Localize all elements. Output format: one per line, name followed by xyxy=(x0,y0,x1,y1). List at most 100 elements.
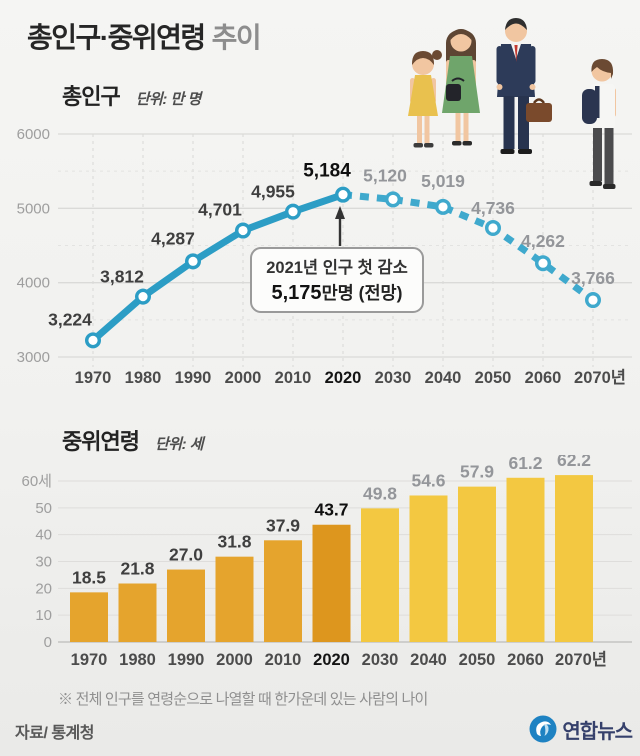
annotation-line2: 5,175만명 (전망) xyxy=(272,282,403,304)
line-xtick: 1970 xyxy=(75,369,112,387)
line-marker xyxy=(385,191,402,208)
page-title-main: 총인구·중위연령 xyxy=(27,22,206,53)
median-age-section-header: 중위연령 단위: 세 xyxy=(62,424,204,456)
line-marker xyxy=(285,203,302,220)
line-value-label: 5,120 xyxy=(363,165,407,185)
line-value-label: 4,287 xyxy=(151,228,195,248)
girl-figure-icon xyxy=(408,50,442,148)
bar-ytick: 50 xyxy=(35,500,52,517)
bar-ytick: 10 xyxy=(35,607,52,624)
annotation-callout: 2021년 인구 첫 감소 5,175만명 (전망) xyxy=(250,206,424,313)
bar-xtick: 2030 xyxy=(362,651,399,669)
line-value-label: 4,262 xyxy=(521,231,565,251)
news-brand: 연합뉴스 xyxy=(528,714,633,744)
businessman-figure-icon xyxy=(496,18,552,154)
bar-ytick: 0 xyxy=(44,634,52,651)
bar xyxy=(215,556,254,642)
bar-ytick: 60세 xyxy=(22,473,53,490)
bar-value-label: 43.7 xyxy=(314,500,348,520)
bar-value-label: 54.6 xyxy=(411,470,445,490)
line-value-label: 3,766 xyxy=(571,268,615,288)
line-series-actual xyxy=(89,191,347,344)
line-ytick: 3000 xyxy=(17,349,50,366)
line-xtick: 2050 xyxy=(475,369,512,387)
bar-ytick: 30 xyxy=(35,554,52,571)
line-series-forecast xyxy=(342,191,596,303)
line-marker xyxy=(585,292,602,309)
bar-value-label: 31.8 xyxy=(217,532,251,552)
bar-ytick: 40 xyxy=(35,527,52,544)
page-title-suffix: 추이 xyxy=(211,22,262,53)
line-marker xyxy=(435,198,452,215)
line-xtick: 2020 xyxy=(325,369,362,387)
line-value-label: 4,701 xyxy=(198,200,242,220)
bar xyxy=(506,477,545,642)
line-xtick: 1980 xyxy=(125,369,162,387)
bar-xtick: 2050 xyxy=(459,651,496,669)
bar-xtick: 2040 xyxy=(410,651,447,669)
bar xyxy=(361,508,399,642)
median-age-unit-label: 단위: 세 xyxy=(154,436,204,453)
yonhap-logo-icon xyxy=(529,715,557,743)
line-xtick: 2060 xyxy=(525,369,562,387)
line-marker xyxy=(485,219,502,236)
source-credit: 자료/ 통계청 xyxy=(15,725,95,742)
news-brand-text: 연합뉴스 xyxy=(562,720,633,743)
line-value-label: 3,812 xyxy=(100,267,144,287)
bar xyxy=(264,540,302,642)
bar xyxy=(312,524,351,642)
median-age-section-label: 중위연령 xyxy=(62,429,140,454)
bar xyxy=(409,495,448,642)
population-unit-label: 단위: 만 명 xyxy=(135,91,202,108)
bar-value-label: 62.2 xyxy=(557,455,591,470)
bar-value-label: 27.0 xyxy=(169,545,203,565)
bar-xtick: 2000 xyxy=(216,651,253,669)
line-ytick: 6000 xyxy=(17,126,50,143)
line-xtick: 2070년 xyxy=(574,368,626,387)
median-age-footnote: ※ 전체 인구를 연령순으로 나열할 때 한가운데 있는 사람의 나이 xyxy=(58,691,428,708)
bar xyxy=(70,592,108,642)
page-title: 총인구·중위연령 추이 xyxy=(27,16,262,56)
bar-value-label: 61.2 xyxy=(508,455,542,473)
line-value-label: 4,736 xyxy=(471,198,515,218)
line-marker xyxy=(134,288,151,305)
bar-ytick: 20 xyxy=(35,580,52,597)
line-ytick: 5000 xyxy=(17,200,50,217)
bar xyxy=(555,475,593,642)
bar-xtick: 1970 xyxy=(71,651,108,669)
bar xyxy=(458,486,496,642)
line-value-label: 4,955 xyxy=(251,182,295,202)
bar-xtick: 1990 xyxy=(168,651,205,669)
line-xtick: 2040 xyxy=(425,369,462,387)
bar-xtick: 2060 xyxy=(507,651,544,669)
line-value-label: 5,019 xyxy=(421,171,465,191)
line-xtick: 2030 xyxy=(375,369,412,387)
annotation-line1: 2021년 인구 첫 감소 xyxy=(266,257,408,277)
bar xyxy=(167,569,205,642)
line-marker xyxy=(234,222,251,239)
population-section-label: 총인구 xyxy=(62,84,121,109)
line-marker xyxy=(84,332,101,349)
bar-xtick: 2010 xyxy=(265,651,302,669)
line-ytick: 4000 xyxy=(17,275,50,292)
population-section-header: 총인구 단위: 만 명 xyxy=(62,79,201,111)
bar-value-label: 57.9 xyxy=(460,462,494,482)
line-value-label: 5,184 xyxy=(303,161,351,182)
woman-figure-icon xyxy=(442,29,480,146)
line-xtick: 1990 xyxy=(175,369,212,387)
bar-xtick: 2070년 xyxy=(555,650,607,669)
bar-xtick: 1980 xyxy=(119,651,156,669)
line-marker xyxy=(184,253,201,270)
line-marker xyxy=(335,186,352,203)
bar-value-label: 21.8 xyxy=(120,559,154,579)
line-xtick: 2000 xyxy=(225,369,262,387)
bar xyxy=(118,583,157,642)
bar-value-label: 18.5 xyxy=(72,567,106,587)
bar-value-label: 37.9 xyxy=(266,515,300,535)
line-value-label: 3,224 xyxy=(48,309,92,329)
bar-xtick: 2020 xyxy=(313,651,350,669)
line-xtick: 2010 xyxy=(275,369,312,387)
